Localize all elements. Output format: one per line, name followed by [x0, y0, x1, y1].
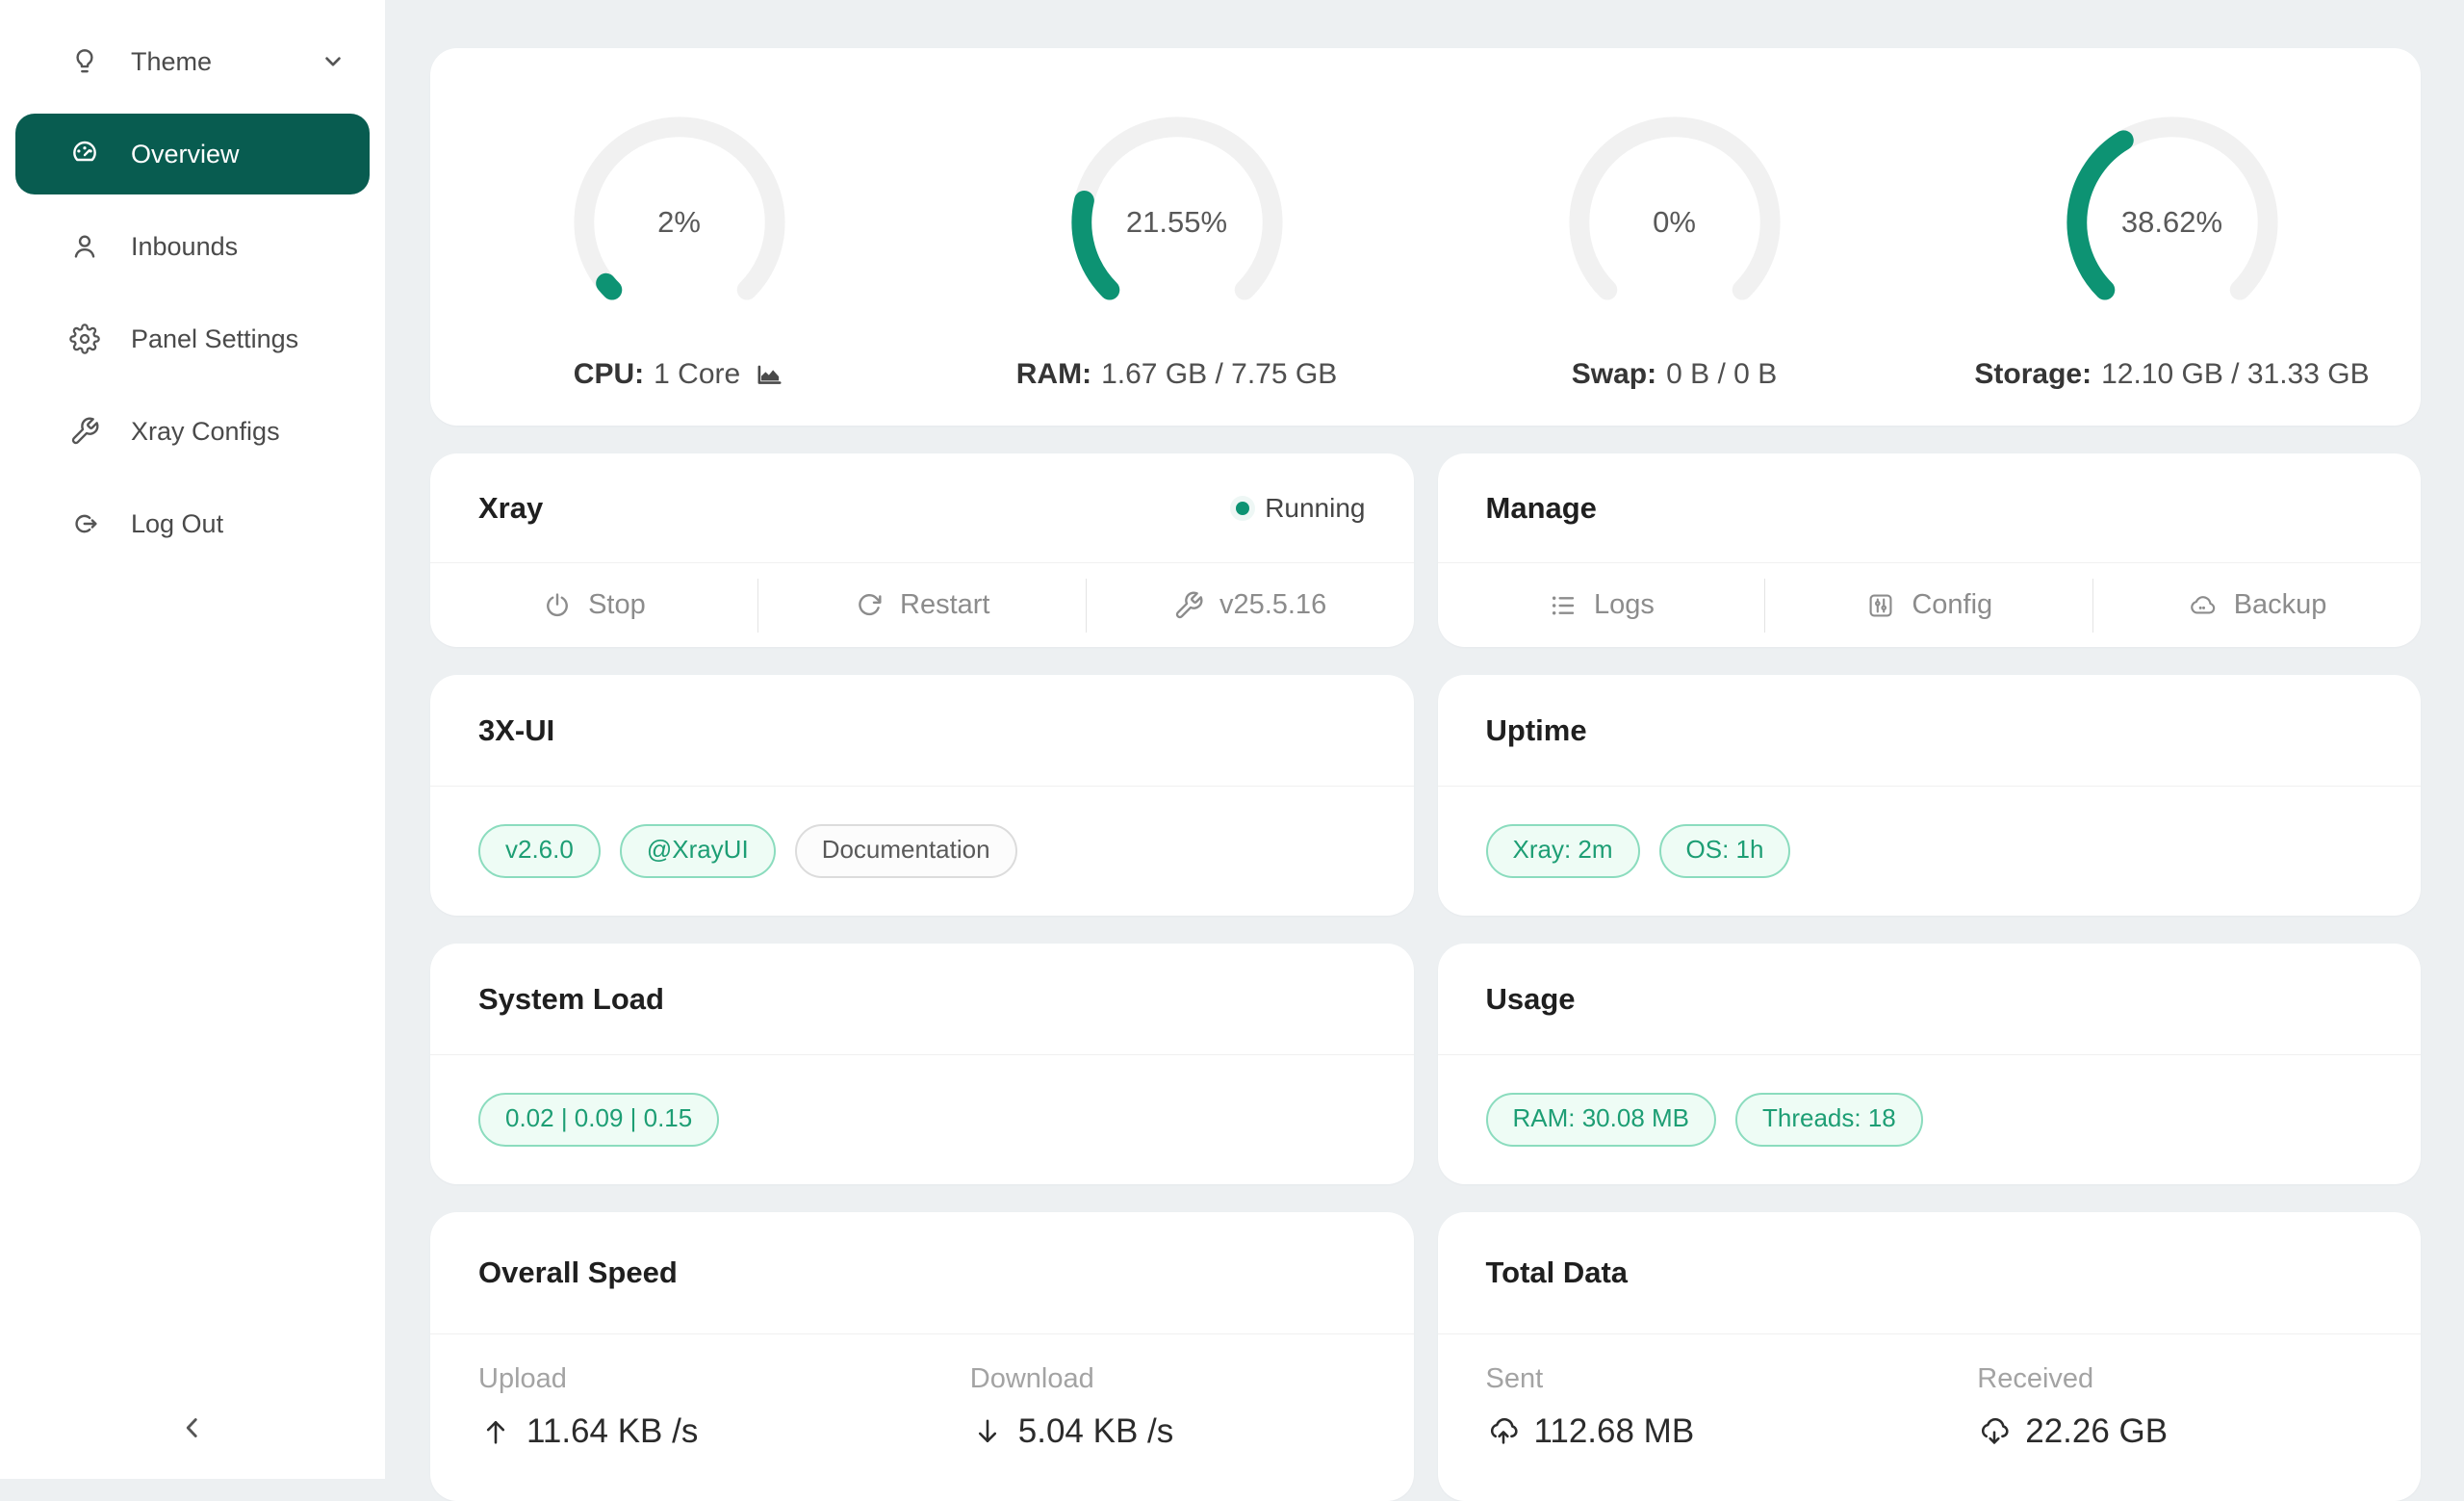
sidebar-item-xray-configs[interactable]: Xray Configs: [15, 391, 370, 472]
threads-badge: Threads: 18: [1735, 1093, 1923, 1147]
upload-speed-stat: Upload 11.64 KB /s: [478, 1363, 699, 1450]
sidebar-item-overview[interactable]: Overview: [15, 114, 370, 194]
uptime-card: Uptime Xray: 2m OS: 1h: [1437, 675, 2421, 916]
running-status-dot: [1236, 501, 1250, 515]
swap-gauge-arc: [1569, 116, 1780, 300]
xray-card-title: Xray: [478, 490, 544, 525]
sidebar: Theme Overview Inbounds Panel Settings: [0, 0, 385, 1479]
storage-gauge: 38.62% Storage: 12.10 GB / 31.33 GB: [1923, 108, 2421, 391]
restart-icon: [854, 590, 885, 621]
logs-button[interactable]: Logs: [1438, 563, 1765, 647]
lightbulb-icon: [69, 46, 100, 77]
stop-button[interactable]: Stop: [430, 563, 757, 647]
chevron-down-icon: [320, 48, 346, 75]
logout-icon: [69, 508, 100, 539]
cloud-upload-icon: [1486, 1414, 1521, 1449]
xray-status: Running: [1236, 492, 1366, 524]
sidebar-item-label: Xray Configs: [131, 416, 280, 446]
chevron-left-icon: [176, 1411, 209, 1444]
sidebar-nav: Theme Overview Inbounds Panel Settings: [0, 0, 385, 564]
xray-uptime-badge: Xray: 2m: [1485, 824, 1640, 878]
system-load-card-title: System Load: [478, 981, 664, 1016]
received-data-stat: Received 22.26 GB: [1977, 1363, 2169, 1450]
storage-percent: 38.62%: [2120, 205, 2223, 239]
sliders-icon: [1865, 590, 1896, 621]
wrench-icon: [1173, 590, 1204, 621]
overall-speed-card-title: Overall Speed: [478, 1255, 678, 1289]
system-load-card: System Load 0.02 | 0.09 | 0.15: [430, 944, 1414, 1184]
usage-card: Usage RAM: 30.08 MB Threads: 18: [1437, 944, 2421, 1184]
ram-label: RAM: 1.67 GB / 7.75 GB: [1015, 358, 1338, 390]
uptime-card-title: Uptime: [1485, 712, 1587, 747]
sidebar-item-label: Log Out: [131, 508, 224, 538]
sidebar-item-label: Panel Settings: [131, 323, 299, 353]
power-icon: [542, 590, 573, 621]
manage-card-title: Manage: [1485, 490, 1597, 525]
config-button[interactable]: Config: [1765, 563, 2092, 647]
main-content: 2% CPU: 1 Core 21.55% RAM: 1.67 GB / 7: [385, 0, 2464, 1501]
restart-button[interactable]: Restart: [758, 563, 1086, 647]
overall-speed-card: Overall Speed Upload 11.64 KB /s Downloa…: [430, 1212, 1414, 1501]
sidebar-item-inbounds[interactable]: Inbounds: [15, 206, 370, 287]
cloud-backup-icon: [2188, 590, 2219, 621]
manage-card: Manage Logs Config: [1437, 453, 2421, 647]
wrench-icon: [69, 416, 100, 447]
sidebar-item-panel-settings[interactable]: Panel Settings: [15, 298, 370, 379]
list-icon: [1548, 590, 1578, 621]
running-status-label: Running: [1265, 492, 1366, 523]
arrow-up-icon: [478, 1414, 513, 1449]
sidebar-item-label: Inbounds: [131, 231, 239, 261]
xui-card: 3X-UI v2.6.0 @XrayUI Documentation: [430, 675, 1414, 916]
swap-gauge: 0% Swap: 0 B / 0 B: [1425, 108, 1923, 391]
ram-gauge: 21.55% RAM: 1.67 GB / 7.75 GB: [928, 108, 1425, 391]
storage-label: Storage: 12.10 GB / 31.33 GB: [1974, 358, 2370, 390]
xray-version-button[interactable]: v25.5.16: [1087, 563, 1414, 647]
load-average-badge: 0.02 | 0.09 | 0.15: [478, 1093, 720, 1147]
system-gauges-card: 2% CPU: 1 Core 21.55% RAM: 1.67 GB / 7: [430, 48, 2421, 426]
ram-gauge-arc: [1070, 116, 1282, 300]
xray-card: Xray Running Stop: [430, 453, 1414, 647]
cpu-gauge: 2% CPU: 1 Core: [430, 108, 928, 391]
storage-gauge-arc: [2066, 116, 2277, 300]
user-icon: [69, 231, 100, 262]
xui-card-title: 3X-UI: [478, 712, 555, 747]
cpu-label: CPU: 1 Core: [574, 358, 784, 391]
ram-percent: 21.55%: [1125, 205, 1228, 239]
sidebar-collapse-button[interactable]: [0, 1394, 385, 1462]
download-speed-stat: Download 5.04 KB /s: [969, 1363, 1174, 1450]
backup-button[interactable]: Backup: [2093, 563, 2421, 647]
sidebar-item-label: Theme: [131, 46, 213, 76]
arrow-down-icon: [970, 1414, 1005, 1449]
cpu-gauge-arc: [574, 116, 784, 300]
documentation-link-badge[interactable]: Documentation: [794, 824, 1017, 878]
cloud-download-icon: [1977, 1414, 2012, 1449]
cpu-chart-icon[interactable]: [754, 359, 784, 390]
gear-icon: [69, 323, 100, 354]
usage-card-title: Usage: [1485, 981, 1576, 1016]
sidebar-item-log-out[interactable]: Log Out: [15, 483, 370, 564]
gauge-icon: [69, 139, 100, 169]
ram-usage-badge: RAM: 30.08 MB: [1485, 1093, 1717, 1147]
swap-percent: 0%: [1653, 205, 1696, 239]
xrayui-link-badge[interactable]: @XrayUI: [619, 824, 776, 878]
sent-data-stat: Sent 112.68 MB: [1485, 1363, 1695, 1450]
sidebar-item-theme[interactable]: Theme: [15, 21, 370, 102]
cpu-percent: 2%: [657, 205, 701, 239]
os-uptime-badge: OS: 1h: [1658, 824, 1791, 878]
sidebar-item-label: Overview: [131, 139, 240, 168]
swap-label: Swap: 0 B / 0 B: [1571, 358, 1778, 390]
total-data-card: Total Data Sent 112.68 MB Received: [1437, 1212, 2421, 1501]
total-data-card-title: Total Data: [1485, 1255, 1629, 1289]
version-badge[interactable]: v2.6.0: [478, 824, 601, 878]
